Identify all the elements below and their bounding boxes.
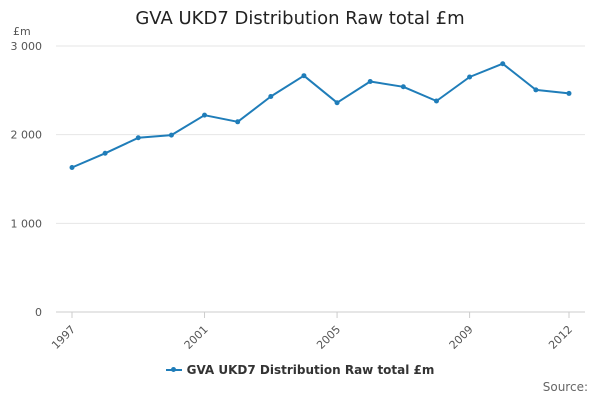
data-point <box>102 150 108 156</box>
series-line <box>71 62 570 169</box>
x-tick-label: 2001 <box>182 323 211 352</box>
x-tick-label: 2005 <box>314 323 343 352</box>
legend[interactable]: GVA UKD7 Distribution Raw total £m <box>0 363 600 377</box>
data-point <box>135 135 141 141</box>
y-tick-label: 0 <box>35 306 42 319</box>
source-label: Source: <box>542 380 588 394</box>
y-tick-label: 2 000 <box>11 129 43 142</box>
data-point <box>533 87 539 93</box>
y-tick-label: 3 000 <box>11 40 43 53</box>
data-point <box>500 61 506 67</box>
chart-title: GVA UKD7 Distribution Raw total £m <box>135 8 465 29</box>
legend-label[interactable]: GVA UKD7 Distribution Raw total £m <box>186 363 435 377</box>
data-point <box>69 164 75 170</box>
data-point <box>235 119 241 125</box>
data-point <box>268 94 274 100</box>
y-axis-label: £m <box>13 25 31 38</box>
data-point <box>566 90 572 96</box>
x-tick-label: 2012 <box>546 323 575 352</box>
legend-swatch <box>165 366 182 372</box>
data-point <box>301 73 307 79</box>
y-tick-label: 1 000 <box>11 217 43 230</box>
data-point <box>467 74 473 80</box>
x-tick-label: 1997 <box>49 323 78 352</box>
data-point <box>400 84 406 90</box>
data-point <box>334 100 340 106</box>
x-tick-label: 2009 <box>447 323 476 352</box>
data-point <box>433 98 439 104</box>
data-point <box>367 78 373 84</box>
data-point <box>168 132 174 138</box>
data-point <box>202 112 208 118</box>
